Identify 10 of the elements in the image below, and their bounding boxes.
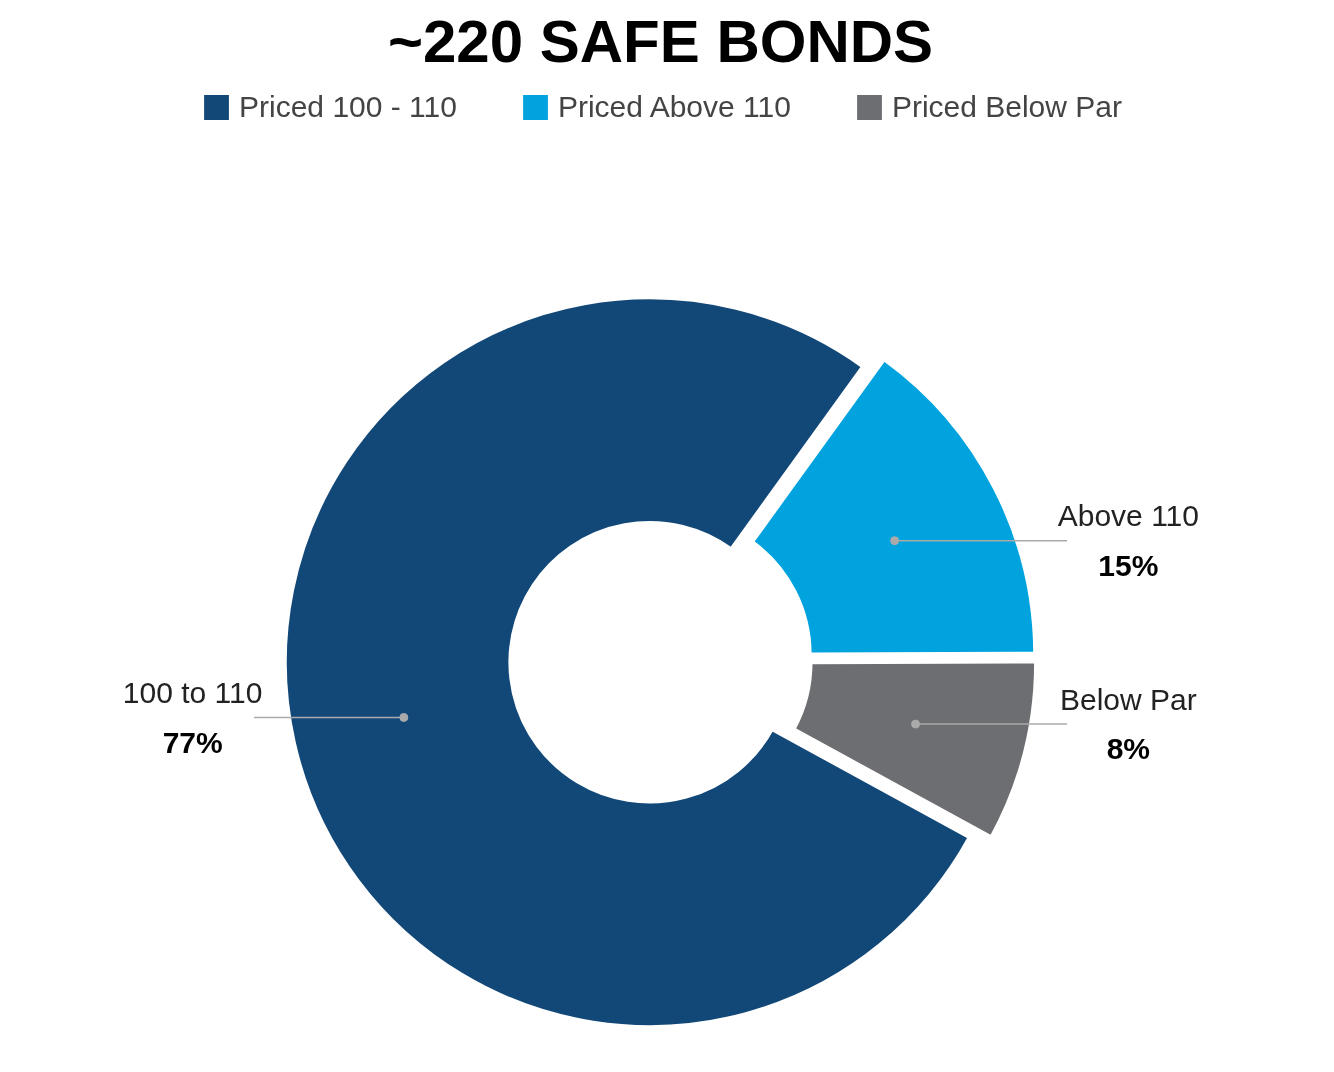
text: Above 110 [1057, 499, 1199, 533]
data-label: 15% [1098, 548, 1159, 582]
data-label: 77% [162, 725, 223, 759]
text: Below Par [1059, 682, 1197, 716]
data-label: 8% [1106, 732, 1151, 766]
chart-title: ~220 SAFE BONDS [387, 7, 934, 75]
legend-label: Priced Above 110 [557, 90, 791, 124]
legend-label: Priced Below Par [891, 90, 1122, 124]
text: 100 to 110 [122, 676, 263, 710]
legend-label: Priced 100 - 110 [239, 90, 457, 124]
